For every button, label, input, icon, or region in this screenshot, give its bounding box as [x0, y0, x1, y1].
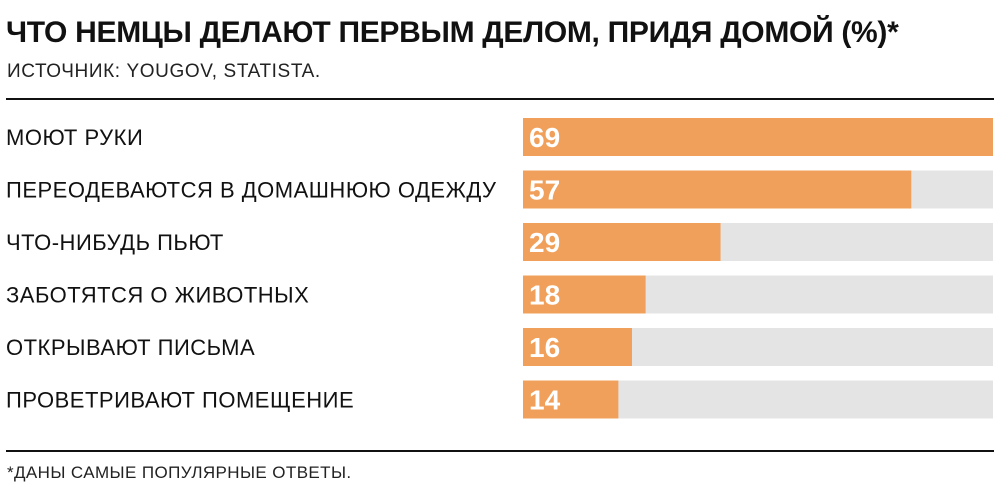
bar-value-label: 57: [529, 175, 560, 206]
category-label: ЗАБОТЯТСЯ О ЖИВОТНЫХ: [6, 283, 309, 308]
bar-value-label: 29: [529, 227, 560, 258]
bar: [523, 170, 912, 209]
bar-value-label: 16: [529, 332, 560, 363]
bar-value-label: 69: [529, 122, 560, 153]
bar: [523, 275, 646, 314]
chart-source: ИСТОЧНИК: YOUGOV, STATISTA.: [7, 61, 321, 82]
bar: [523, 118, 993, 156]
bar-value-label: 14: [529, 385, 561, 416]
category-label: ОТКРЫВАЮТ ПИСЬМА: [6, 335, 255, 360]
bar-value-label: 18: [529, 280, 560, 311]
category-label: ПРОВЕТРИВАЮТ ПОМЕЩЕНИЕ: [6, 388, 354, 413]
bar-chart: МОЮТ РУКИ 69 ПЕРЕОДЕВАЮТСЯ В ДОМАШНЮЮ ОДЕЖ…: [6, 118, 993, 419]
category-label: ЧТО-НИБУДЬ ПЬЮТ: [6, 230, 224, 255]
top-divider: [6, 98, 994, 100]
bottom-divider: [6, 450, 994, 452]
category-label: ПЕРЕОДЕВАЮТСЯ В ДОМАШНЮЮ ОДЕЖДУ: [6, 178, 497, 203]
chart-title: ЧТО НЕМЦЫ ДЕЛАЮТ ПЕРВЫМ ДЕЛОМ, ПРИДЯ ДОМ…: [6, 16, 899, 49]
bar: [523, 328, 632, 366]
footnote: *ДАНЫ САМЫЕ ПОПУЛЯРНЫЕ ОТВЕТЫ.: [7, 463, 352, 482]
bar: [523, 223, 721, 261]
category-label: МОЮТ РУКИ: [6, 125, 143, 150]
bar: [523, 380, 619, 419]
